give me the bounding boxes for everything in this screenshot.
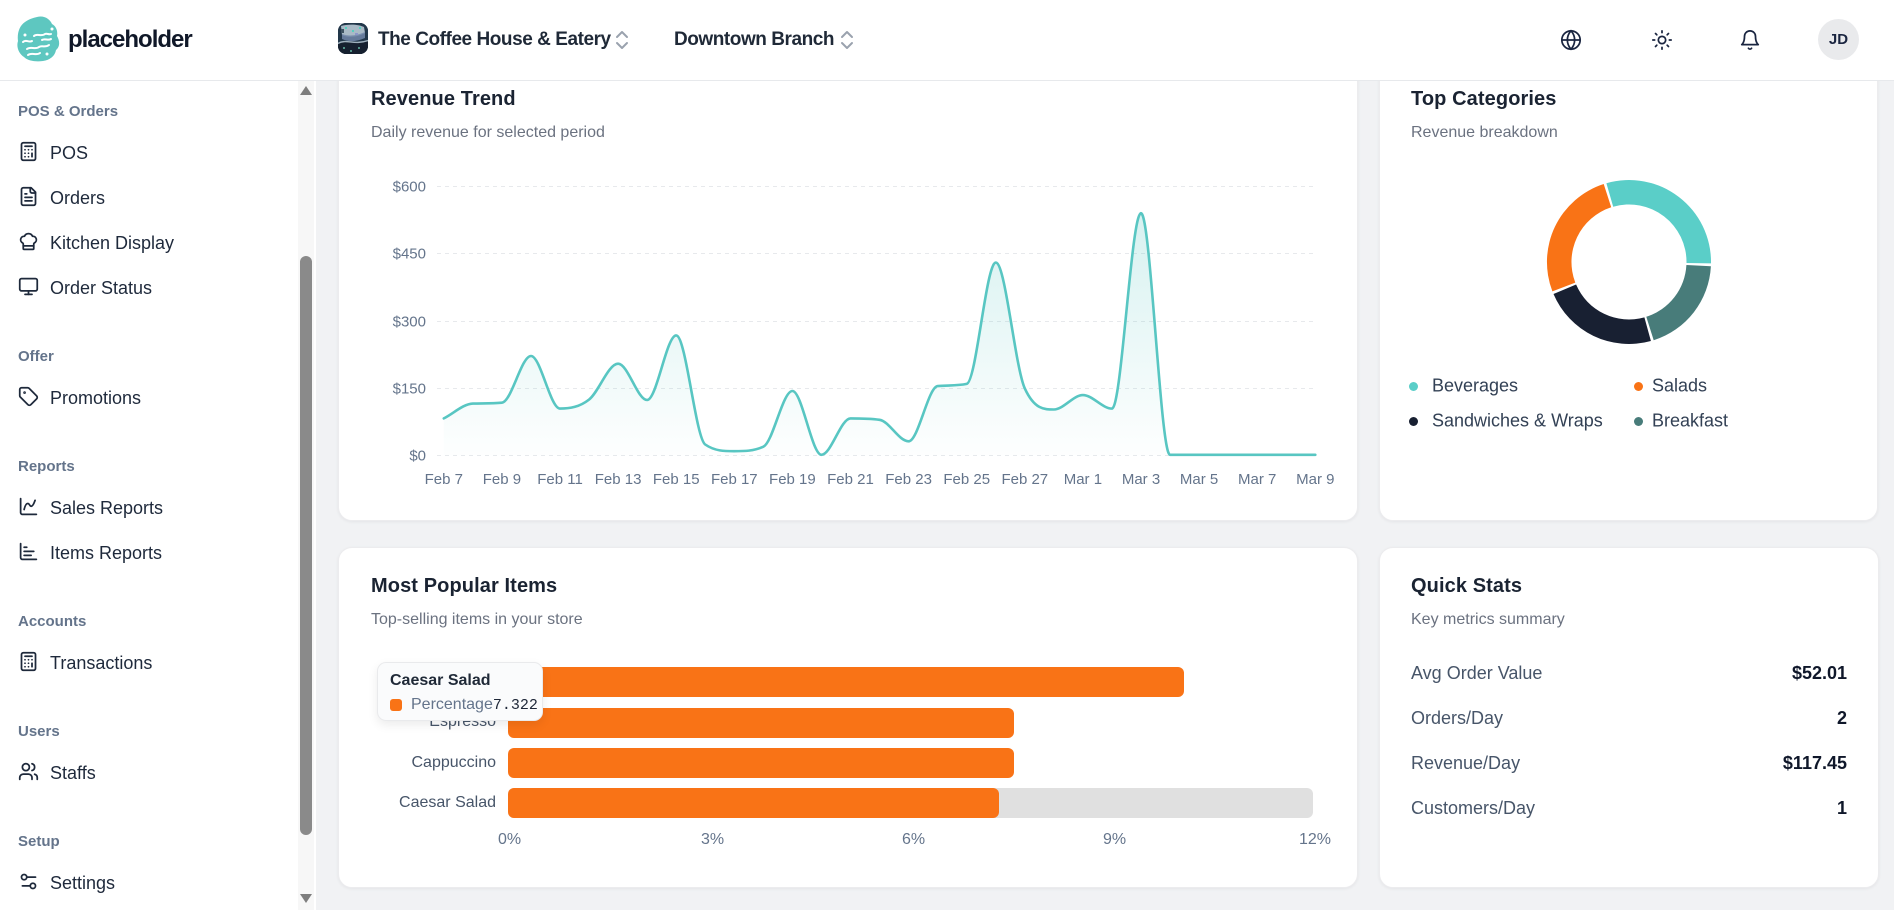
svg-text:Mar 3: Mar 3 [1122, 471, 1160, 488]
svg-text:Beverages: Beverages [1432, 376, 1518, 396]
svg-text:Breakfast: Breakfast [1652, 411, 1728, 431]
svg-text:Sandwiches & Wraps: Sandwiches & Wraps [1432, 411, 1603, 431]
svg-text:Mar 9: Mar 9 [1296, 471, 1334, 488]
svg-text:$450: $450 [393, 246, 426, 263]
svg-text:Feb 25: Feb 25 [943, 471, 990, 488]
svg-text:Mar 7: Mar 7 [1238, 471, 1276, 488]
svg-text:Mar 5: Mar 5 [1180, 471, 1218, 488]
svg-text:$600: $600 [393, 179, 426, 196]
svg-text:Feb 21: Feb 21 [827, 471, 874, 488]
svg-text:$150: $150 [393, 381, 426, 398]
svg-text:Feb 17: Feb 17 [711, 471, 758, 488]
svg-text:Feb 15: Feb 15 [653, 471, 700, 488]
svg-text:$0: $0 [409, 448, 426, 465]
svg-text:Mar 1: Mar 1 [1064, 471, 1102, 488]
svg-text:Feb 7: Feb 7 [425, 471, 463, 488]
svg-text:Feb 9: Feb 9 [483, 471, 521, 488]
svg-text:$300: $300 [393, 314, 426, 331]
svg-text:Feb 11: Feb 11 [537, 471, 583, 488]
svg-text:Salads: Salads [1652, 376, 1707, 396]
svg-text:Feb 13: Feb 13 [595, 471, 642, 488]
svg-text:Feb 23: Feb 23 [885, 471, 932, 488]
svg-text:Feb 19: Feb 19 [769, 471, 816, 488]
svg-text:Feb 27: Feb 27 [1001, 471, 1048, 488]
